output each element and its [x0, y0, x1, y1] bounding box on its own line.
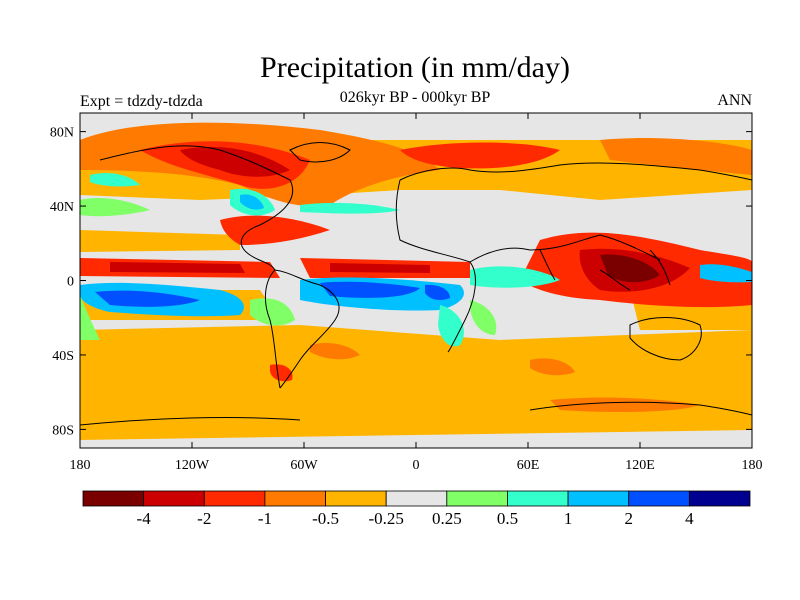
y-tick-label: 0	[67, 275, 74, 290]
colorbar-label: -4	[137, 509, 152, 528]
colorbar-swatch	[507, 490, 569, 507]
x-tick-label: 60W	[290, 458, 318, 473]
colorbar-label: -1	[258, 509, 272, 528]
colorbar-swatch	[143, 490, 205, 507]
colorbar-swatch	[385, 490, 448, 507]
colorbar-swatch	[264, 490, 326, 507]
colorbar-swatch	[325, 490, 387, 507]
colorbar-swatch	[203, 490, 266, 507]
season-label: ANN	[717, 92, 752, 109]
x-tick-label: 180	[742, 458, 763, 473]
coastlines	[80, 142, 752, 426]
colorbar-swatch	[82, 490, 145, 507]
x-tick-label: 120E	[625, 458, 655, 473]
y-tick-label: 80S	[52, 423, 74, 438]
x-tick-label: 120W	[175, 458, 210, 473]
colorbar-swatch	[446, 490, 508, 507]
colorbar-label: -0.25	[368, 509, 403, 528]
map-subtitle: 026kyr BP - 000kyr BP	[339, 89, 491, 106]
map-field	[80, 113, 752, 448]
colorbar-label: -2	[197, 509, 211, 528]
x-tick-label: 180	[70, 458, 91, 473]
colorbar-label: 2	[624, 509, 633, 528]
experiment-label: Expt = tdzdy-tdzda	[80, 93, 203, 110]
colorbar-swatch	[628, 490, 690, 507]
map-title: Precipitation (in mm/day)	[260, 51, 570, 84]
y-tick-label: 40N	[50, 200, 74, 215]
colorbar-swatch	[567, 490, 630, 507]
y-tick-label: 80N	[50, 126, 74, 141]
colorbar-label: 0.25	[432, 509, 462, 528]
colorbar-label: 0.5	[497, 509, 518, 528]
map-axis-ticks: 180 120W 60W 0 60E 120E 180 80N 40N 0 40S 80S	[50, 113, 763, 473]
colorbar-label: 1	[564, 509, 573, 528]
colorbar-label: 4	[685, 509, 694, 528]
x-tick-label: 60E	[517, 458, 540, 473]
y-tick-label: 40S	[52, 349, 74, 364]
x-tick-label: 0	[413, 458, 420, 473]
colorbar-swatch	[688, 490, 751, 507]
colorbar: -4 -2 -1 -0.5 -0.25 0.25 0.5 1 2 4	[82, 490, 751, 528]
colorbar-label: -0.5	[312, 509, 339, 528]
